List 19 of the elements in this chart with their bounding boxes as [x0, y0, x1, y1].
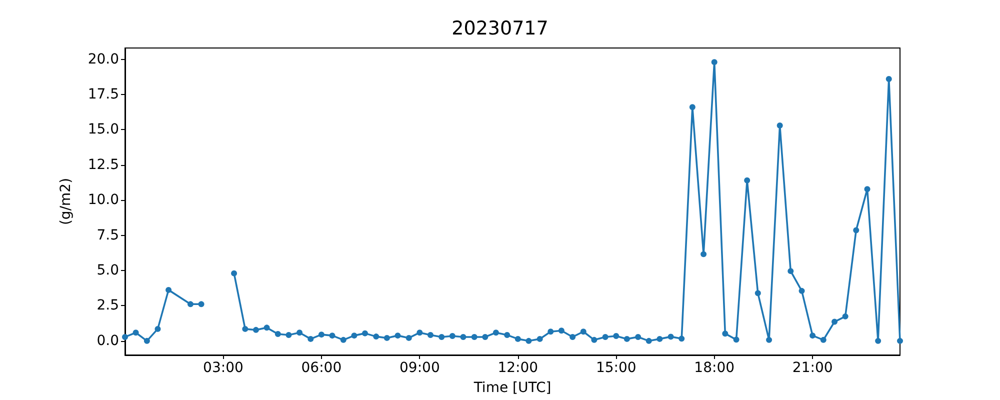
- y-axis-title: (g/m2): [58, 178, 74, 226]
- y-tick-label: 10.0: [88, 192, 119, 208]
- y-tick-label: 7.5: [96, 227, 119, 244]
- x-tick-label: 15:00: [596, 360, 636, 376]
- x-tick-label: 21:00: [792, 360, 833, 376]
- y-tick-label: 15.0: [88, 122, 119, 138]
- x-axis-title: Time [UTC]: [472, 380, 552, 396]
- y-tick-label: 17.5: [88, 86, 119, 102]
- x-tick-label: 06:00: [301, 360, 342, 376]
- x-tick-label: 12:00: [498, 360, 538, 376]
- x-tick-label: 18:00: [694, 360, 735, 376]
- x-tick-label: 03:00: [203, 360, 244, 376]
- chart-title: 20230717: [452, 18, 548, 40]
- y-tick-label: 20.0: [88, 51, 119, 68]
- y-tick-label: 5.0: [96, 262, 119, 279]
- y-tick-label: 2.5: [96, 298, 119, 314]
- y-tick-label: 12.5: [88, 156, 119, 173]
- x-tick-label: 09:00: [399, 360, 440, 376]
- y-tick-label: 0.0: [96, 332, 119, 349]
